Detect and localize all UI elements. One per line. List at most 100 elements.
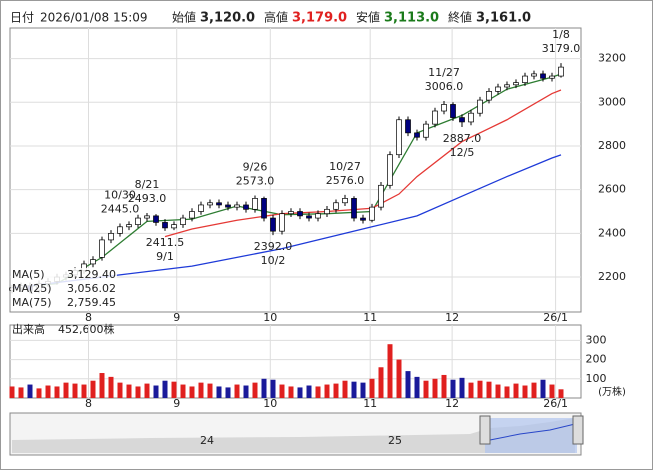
volume-bar <box>468 382 474 398</box>
y-tick-label: 3200 <box>598 52 626 65</box>
candle-body <box>423 123 429 138</box>
candle-body <box>297 211 303 217</box>
volume-bar <box>540 379 546 398</box>
y-tick-label: 2800 <box>598 139 626 152</box>
candle-body <box>279 213 285 232</box>
y-tick-label: 200 <box>586 353 607 366</box>
candle-body <box>180 217 186 225</box>
candle-body <box>225 204 231 208</box>
header-open: 3,120.0 <box>200 11 255 26</box>
y-tick-label: 2600 <box>598 183 626 196</box>
candle-body <box>216 202 222 206</box>
navigator-handle-right[interactable] <box>572 415 584 445</box>
header-date: 2026/01/08 15:09 <box>40 11 148 25</box>
annotation-price: 2392.0 <box>254 240 293 253</box>
volume-bar <box>288 386 294 398</box>
candle-body <box>549 75 555 79</box>
volume-bar <box>450 379 456 398</box>
volume-bar <box>315 386 321 398</box>
volume-bar <box>270 379 276 398</box>
volume-bar <box>153 385 159 398</box>
candle-body <box>540 73 546 79</box>
candle-body <box>324 208 330 215</box>
volume-bar <box>279 384 285 398</box>
candle-body <box>207 202 213 206</box>
legend-name: MA(5) <box>12 268 45 281</box>
candle-body <box>450 104 456 118</box>
volume-bar <box>54 386 60 398</box>
volume-bar <box>396 359 402 398</box>
volume-bar <box>414 376 420 398</box>
annotation-price: 2493.0 <box>128 192 167 205</box>
volume-title: 出来高 <box>12 322 45 336</box>
ma-line <box>11 154 562 289</box>
volume-bar <box>549 384 555 398</box>
volume-bar <box>72 383 78 398</box>
x-tick-label: 11 <box>363 397 377 410</box>
volume-bar <box>171 381 177 398</box>
legend-value: 3,129.40 <box>67 268 116 281</box>
volume-bar <box>225 387 231 398</box>
volume-bar <box>297 387 303 398</box>
navigator-window <box>485 418 577 453</box>
volume-bar <box>360 382 366 398</box>
volume-bar <box>9 386 15 398</box>
candle-body <box>315 213 321 219</box>
volume-bar <box>387 344 393 398</box>
header-close-label: 終値 <box>448 10 472 25</box>
candle-body <box>558 66 564 77</box>
volume-bar <box>441 374 447 398</box>
legend-value: 2,759.45 <box>67 296 116 309</box>
candle-body <box>504 84 510 88</box>
volume-bar <box>234 384 240 398</box>
volume-bar <box>531 382 537 398</box>
navigator-handle-left[interactable] <box>479 415 491 445</box>
candle-body <box>333 202 339 210</box>
candle-body <box>405 119 411 134</box>
header-date-label: 日付 <box>10 11 34 25</box>
annotation-date: 10/27 <box>329 160 361 173</box>
volume-current: 452,600株 <box>58 322 115 336</box>
navigator-history <box>12 418 575 453</box>
annotation-price: 3006.0 <box>425 80 464 93</box>
candle-body <box>288 211 294 215</box>
annotation-date: 10/2 <box>261 254 286 267</box>
annotation-price: 2411.5 <box>146 236 185 249</box>
volume-bar <box>513 383 519 398</box>
header-open-label: 始値 <box>172 10 196 25</box>
volume-bar <box>405 371 411 398</box>
ma-line <box>164 89 562 238</box>
annotation-date: 9/1 <box>156 250 174 263</box>
volume-bar <box>198 382 204 398</box>
candle-body <box>90 259 96 265</box>
volume-bar <box>216 386 222 398</box>
volume-bar <box>207 383 213 398</box>
volume-bar <box>63 382 69 398</box>
x-tick-label: 11 <box>363 311 377 324</box>
volume-bar <box>162 380 168 398</box>
legend-box <box>11 268 117 310</box>
candle-body <box>189 211 195 219</box>
candle-body <box>117 226 123 234</box>
ma-line <box>11 73 562 289</box>
header-close: 3,161.0 <box>476 11 531 26</box>
x-tick-label: 12 <box>445 311 459 324</box>
volume-bar <box>486 381 492 398</box>
candle-body <box>441 104 447 112</box>
volume-bar <box>243 385 249 398</box>
navigator-line <box>489 423 576 441</box>
volume-bar <box>495 384 501 398</box>
volume-bar <box>36 388 42 398</box>
candle-body <box>342 198 348 204</box>
x-tick-label: 10 <box>263 311 277 324</box>
candle-body <box>234 204 240 208</box>
candle-body <box>261 198 267 219</box>
volume-bar <box>90 380 96 398</box>
volume-bar <box>423 380 429 398</box>
candle-body <box>162 222 168 229</box>
candle-body <box>306 215 312 219</box>
candle-body <box>360 217 366 221</box>
candle-body <box>468 112 474 123</box>
annotation-price: 2576.0 <box>326 174 365 187</box>
